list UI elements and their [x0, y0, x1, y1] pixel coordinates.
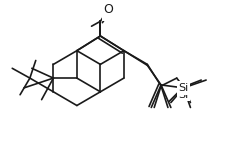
- Text: Si: Si: [178, 83, 189, 93]
- Text: O: O: [103, 7, 113, 20]
- Text: Si: Si: [178, 90, 189, 100]
- Text: O: O: [103, 3, 113, 16]
